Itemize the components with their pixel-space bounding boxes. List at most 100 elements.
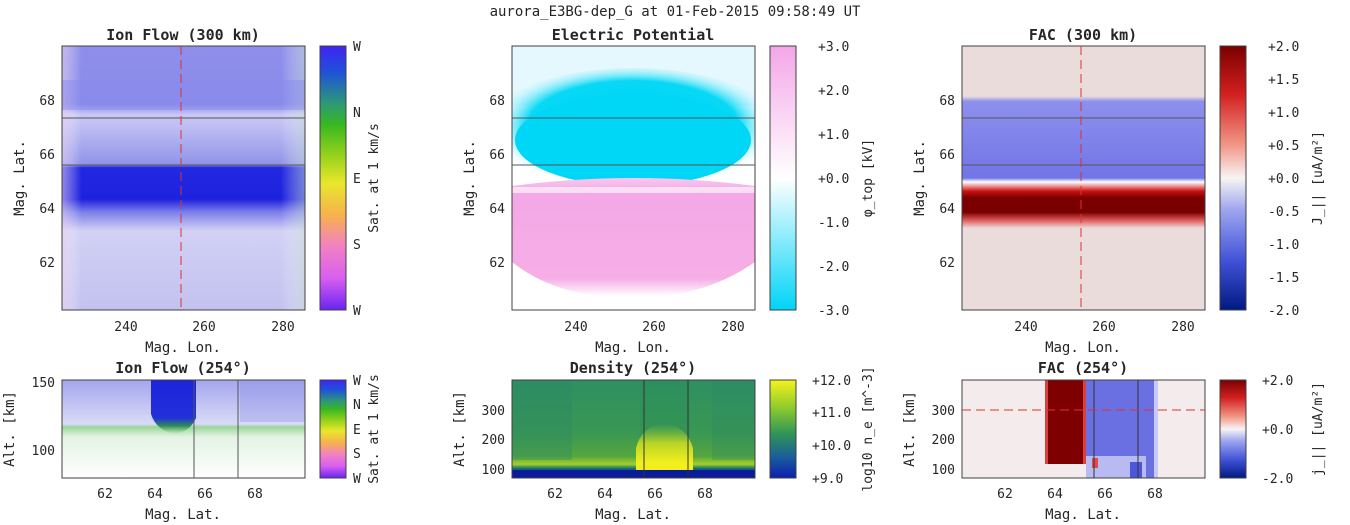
- ionflow-map-cbtick: N: [353, 106, 361, 121]
- ionflow-map-cblabel: Sat. at 1 km/s: [367, 123, 382, 233]
- density-profile-ytick: 200: [482, 433, 505, 448]
- fac-profile-colorbar-ticks: +2.0 +0.0 -2.0: [1262, 374, 1293, 487]
- ionflow-profile-x-ticks: 62 64 66 68: [97, 487, 263, 502]
- fac-profile-ytick: 200: [932, 433, 955, 448]
- fac-map-y-ticks: 68 66 64 62: [939, 94, 955, 271]
- fac-map-frame: [961, 45, 1206, 311]
- potential-map-y-ticks: 68 66 64 62: [489, 94, 505, 271]
- potential-map-ytick: 62: [489, 256, 505, 271]
- fac-map-ytick: 64: [939, 202, 955, 217]
- ionflow-profile-cbtick: E: [353, 423, 361, 438]
- ionflow-profile-ylabel: Alt. [km]: [2, 391, 18, 467]
- fac-map-ytick: 62: [939, 256, 955, 271]
- potential-map-panel: Electric Potential 68 66 64 62 240 260 2…: [462, 26, 876, 356]
- density-profile-colorbar-ticks: +12.0 +11.0 +10.0 +9.0: [812, 374, 851, 487]
- fac-map-colorbar: [1219, 45, 1247, 311]
- ionflow-profile-cblabel: Sat. at 1 km/s: [367, 374, 382, 484]
- potential-map-cbtick: +0.0: [818, 172, 849, 187]
- fac-profile-ytick: 100: [932, 463, 955, 478]
- density-profile-frame: [511, 379, 756, 479]
- fac-map-cblabel: J_|| [uA/m²]: [1311, 131, 1326, 225]
- ionflow-map-cbtick: W: [353, 304, 361, 319]
- fac-profile-colorbar: [1219, 379, 1247, 479]
- potential-map-cbtick: +2.0: [818, 84, 849, 99]
- density-profile-xtick: 68: [697, 487, 713, 502]
- fac-map-cbtick: +0.5: [1268, 139, 1299, 154]
- fac-map-cbtick: -1.0: [1268, 238, 1299, 253]
- ionflow-map-xtick: 240: [114, 320, 137, 335]
- fac-profile-ylabel: Alt. [km]: [902, 391, 918, 467]
- fac-map-xtick: 260: [1092, 320, 1115, 335]
- fac-map-cbtick: +2.0: [1268, 40, 1299, 55]
- ionflow-profile-image: [62, 380, 305, 478]
- fac-map-image: [962, 46, 1205, 310]
- ionflow-profile-ytick: 100: [32, 444, 55, 459]
- ionflow-map-cbtick: W: [353, 40, 361, 55]
- ionflow-map-colorbar-ticks: W N E S W: [353, 40, 361, 319]
- ionflow-map-ytick: 66: [39, 148, 55, 163]
- ionflow-profile-cbtick: W: [353, 374, 361, 389]
- potential-map-cbtick: -3.0: [818, 304, 849, 319]
- density-profile-y-ticks: 300 200 100: [482, 404, 505, 478]
- fac-map-cbtick: -2.0: [1268, 304, 1299, 319]
- density-profile-cbtick: +11.0: [812, 406, 851, 421]
- ionflow-map-xtick: 280: [271, 320, 294, 335]
- ionflow-profile-xlabel: Mag. Lat.: [145, 507, 221, 523]
- potential-map-cbtick: +1.0: [818, 128, 849, 143]
- density-profile-cblabel: log10 n_e [m^-3]: [861, 366, 876, 491]
- density-profile-xlabel: Mag. Lat.: [595, 507, 671, 523]
- ionflow-profile-frame: [61, 379, 306, 479]
- ionflow-profile-xtick: 68: [247, 487, 263, 502]
- fac-profile-xtick: 62: [997, 487, 1013, 502]
- ionflow-map-title: Ion Flow (300 km): [106, 26, 260, 44]
- fac-profile-cbtick: -2.0: [1262, 472, 1293, 487]
- fac-map-panel: FAC (300 km) 68 66 64 62 240 260 280 Mag…: [912, 26, 1326, 356]
- potential-map-x-ticks: 240 260 280: [564, 320, 744, 335]
- ionflow-profile-y-ticks: 150 100: [32, 376, 55, 459]
- density-profile-cbtick: +9.0: [812, 472, 843, 487]
- density-profile-xtick: 64: [597, 487, 613, 502]
- density-profile-xtick: 62: [547, 487, 563, 502]
- fac-profile-x-ticks: 62 64 66 68: [997, 487, 1163, 502]
- fac-profile-xtick: 64: [1047, 487, 1063, 502]
- ionflow-map-cbtick: S: [353, 238, 361, 253]
- ionflow-map-image: [62, 46, 305, 310]
- ionflow-profile-colorbar: [319, 379, 347, 479]
- ionflow-map-xtick: 260: [192, 320, 215, 335]
- ionflow-profile-xtick: 66: [197, 487, 213, 502]
- fac-profile-xtick: 66: [1097, 487, 1113, 502]
- fac-map-cbtick: -1.5: [1268, 271, 1299, 286]
- potential-map-frame: [511, 45, 756, 311]
- ionflow-map-x-ticks: 240 260 280: [114, 320, 294, 335]
- ionflow-map-colorbar: [319, 45, 347, 311]
- ionflow-map-ytick: 62: [39, 256, 55, 271]
- fac-map-xtick: 240: [1014, 320, 1037, 335]
- potential-map-colorbar-ticks: +3.0 +2.0 +1.0 +0.0 -1.0 -2.0 -3.0: [818, 40, 849, 319]
- ionflow-map-panel: Ion Flow (300 km) 68 66 64 62 240 260 28…: [12, 26, 382, 356]
- potential-map-ytick: 64: [489, 202, 505, 217]
- ionflow-profile-cbtick: S: [353, 447, 361, 462]
- fac-profile-panel: FAC (254°) 300 200 100 62 64 66 68 Mag. …: [902, 359, 1326, 523]
- potential-map-ylabel: Mag. Lat.: [462, 140, 478, 216]
- fac-profile-xlabel: Mag. Lat.: [1045, 507, 1121, 523]
- fac-map-title: FAC (300 km): [1029, 26, 1137, 44]
- density-profile-x-ticks: 62 64 66 68: [547, 487, 713, 502]
- ionflow-map-ytick: 68: [39, 94, 55, 109]
- fac-profile-title: FAC (254°): [1038, 359, 1128, 377]
- ionflow-map-frame: [61, 45, 306, 311]
- fac-map-xtick: 280: [1171, 320, 1194, 335]
- fac-profile-frame: [961, 379, 1206, 479]
- fac-map-ytick: 68: [939, 94, 955, 109]
- density-profile-image: [512, 380, 755, 478]
- density-profile-panel: Density (254°) 300 200 100 62 64 66 68 M…: [452, 359, 876, 523]
- potential-map-title: Electric Potential: [552, 26, 715, 44]
- potential-map-xtick: 260: [642, 320, 665, 335]
- fac-map-x-ticks: 240 260 280: [1014, 320, 1194, 335]
- fac-map-cbtick: +1.0: [1268, 106, 1299, 121]
- density-profile-cbtick: +12.0: [812, 374, 851, 389]
- fac-map-colorbar-ticks: +2.0 +1.5 +1.0 +0.5 +0.0 -0.5 -1.0 -1.5 …: [1268, 40, 1299, 319]
- potential-map-ytick: 66: [489, 148, 505, 163]
- density-profile-ytick: 100: [482, 463, 505, 478]
- fac-profile-xtick: 68: [1147, 487, 1163, 502]
